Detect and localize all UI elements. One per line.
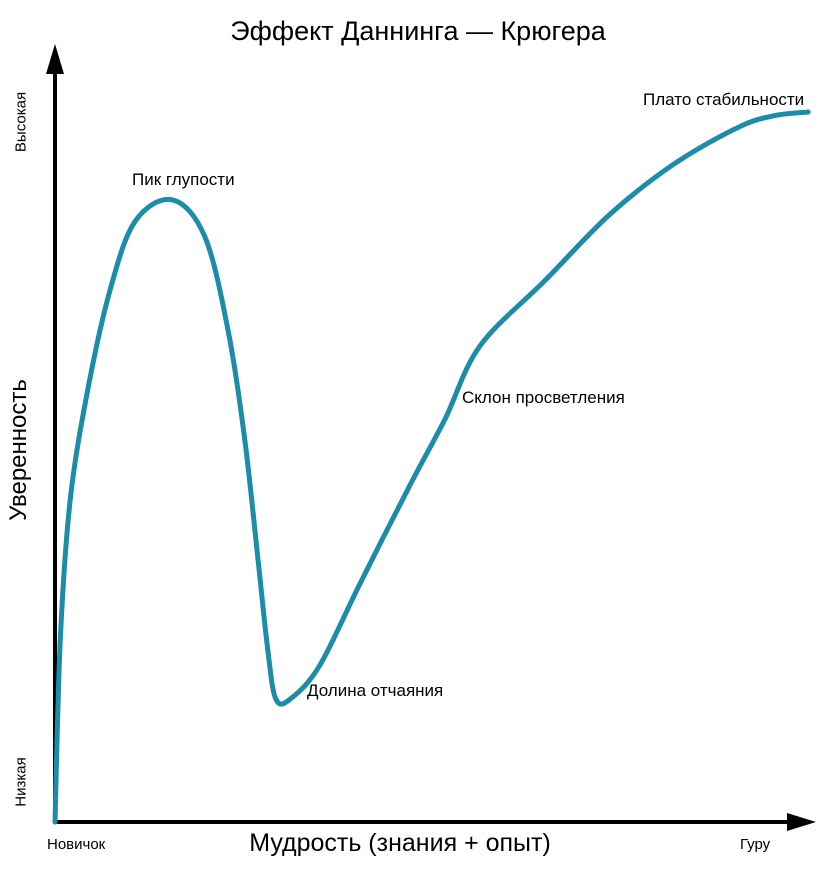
annotation-peak: Пик глупости <box>132 170 235 189</box>
y-axis-arrow-icon <box>46 44 64 74</box>
dunning-kruger-curve <box>52 109 811 825</box>
y-axis-high-label: Высокая <box>12 91 30 153</box>
x-axis-novice-label: Новичок <box>47 836 106 853</box>
annotation-slope: Склон просветления <box>462 388 625 407</box>
annotation-valley: Долина отчаяния <box>307 681 444 700</box>
x-axis-arrow-icon <box>787 813 816 831</box>
x-axis-guru-label: Гуру <box>740 836 771 853</box>
chart-title: Эффект Даннинга — Крюгера <box>230 16 606 46</box>
x-axis-title: Мудрость (знания + опыт) <box>249 829 551 857</box>
annotation-plateau: Плато стабильности <box>643 90 805 109</box>
y-axis-low-label: Низкая <box>12 757 30 807</box>
y-axis-title: Уверенность <box>5 379 32 521</box>
